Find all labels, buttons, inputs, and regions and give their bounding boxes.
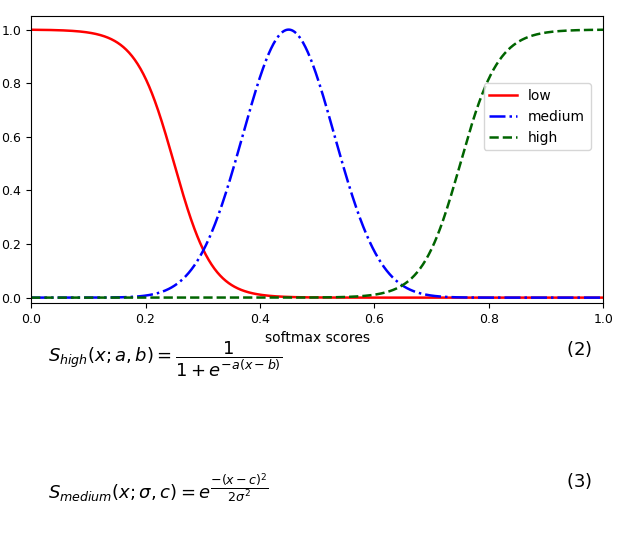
Text: $S_{medium}(x;\sigma,c) = e^{\dfrac{-(x-c)^2}{2\sigma^2}}$: $S_{medium}(x;\sigma,c) = e^{\dfrac{-(x-…: [49, 471, 269, 505]
medium: [421, 291, 429, 298]
high: [27, 294, 35, 301]
Legend: low, medium, high: low, medium, high: [484, 83, 591, 150]
high: [600, 26, 607, 33]
Line: medium: medium: [31, 30, 603, 298]
low: [86, 30, 93, 36]
medium: [86, 294, 93, 301]
high: [484, 78, 491, 84]
medium: [27, 294, 35, 301]
medium: [485, 294, 492, 301]
low: [259, 292, 266, 298]
low: [27, 26, 35, 33]
medium: [259, 66, 266, 73]
medium: [285, 26, 292, 33]
Line: high: high: [31, 30, 603, 298]
Text: $S_{high}(x;a,b) = \dfrac{1}{1 + e^{-a(x-b)}}$: $S_{high}(x;a,b) = \dfrac{1}{1 + e^{-a(x…: [49, 339, 282, 379]
high: [259, 294, 266, 301]
X-axis label: softmax scores: softmax scores: [265, 331, 369, 345]
high: [279, 294, 287, 301]
low: [484, 294, 491, 301]
low: [420, 294, 428, 301]
medium: [474, 294, 481, 301]
low: [279, 294, 287, 300]
low: [473, 294, 481, 301]
high: [86, 294, 93, 301]
Text: $(3)$: $(3)$: [566, 471, 592, 491]
Line: low: low: [31, 30, 603, 298]
high: [473, 104, 481, 111]
medium: [600, 294, 607, 301]
medium: [279, 28, 287, 35]
low: [600, 294, 607, 301]
high: [420, 260, 428, 266]
Text: $(2)$: $(2)$: [566, 339, 592, 359]
